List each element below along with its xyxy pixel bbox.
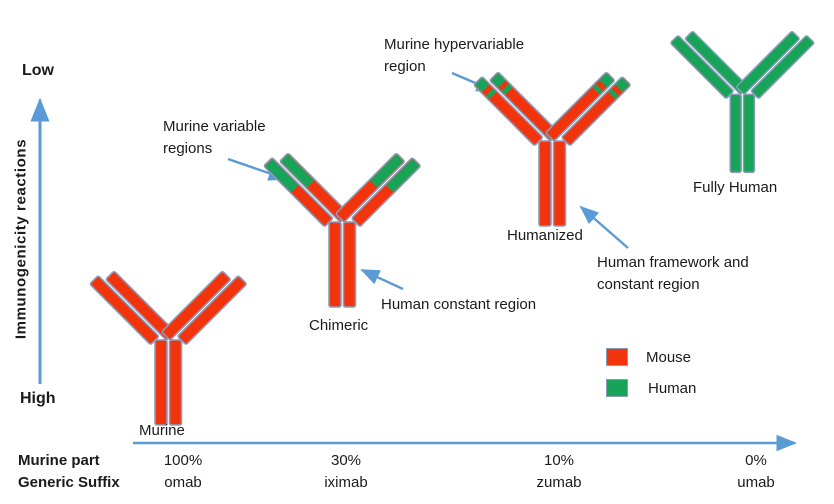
legend-human-label: Human (648, 379, 697, 397)
murine-part-value: 0% (745, 452, 767, 469)
generic-suffix-row-label: Generic Suffix (18, 474, 120, 491)
fully-human-stem-bar (729, 93, 742, 174)
annotation-human-framework: Human framework and constant region (597, 254, 749, 293)
chimeric-stem-bar (342, 221, 357, 308)
legend-mouse-label: Mouse (646, 348, 692, 366)
human-framework-annotation-arrow (579, 205, 629, 249)
chimeric-left-arm (263, 152, 349, 227)
generic-suffix-value: omab (164, 474, 202, 491)
humanized-antibody-figure (473, 71, 631, 227)
murine-label: Murine (139, 422, 185, 439)
fully-human-stem-bar (742, 93, 756, 174)
annotation-human-constant: Human constant region (381, 296, 537, 313)
murine-right-arm (161, 270, 247, 345)
y-axis-low-label: Low (22, 62, 54, 79)
chimeric-stem-bar (328, 221, 342, 308)
generic-suffix-value: umab (737, 474, 775, 491)
humanized-stem-bar (538, 140, 552, 227)
annotation-murine-hypervariable: Murine hypervariable region (384, 36, 525, 75)
humanized-left-arm (473, 71, 559, 146)
legend-row-human: Human (606, 379, 696, 397)
fully-human-right-arm (736, 30, 815, 99)
fully-human-antibody-figure (670, 30, 815, 174)
annotation-murine-variable: Murine variable regions (163, 118, 266, 157)
human-constant-annotation-arrow (360, 268, 404, 291)
murine-stem-bar (168, 339, 183, 426)
y-axis-high-label: High (20, 390, 56, 407)
chimeric-right-arm (335, 152, 421, 227)
generic-suffix-value: iximab (324, 474, 368, 491)
legend-row-mouse: Mouse (606, 348, 696, 366)
chimeric-antibody-figure (263, 152, 421, 308)
murine-part-row-label: Murine part (18, 452, 100, 469)
generic-suffix-value: zumab (536, 474, 582, 491)
murine-stem-bar (154, 339, 168, 426)
humanized-label: Humanized (507, 227, 583, 244)
murine-antibody-figure (89, 270, 247, 426)
murine-part-value: 30% (330, 452, 362, 469)
human-color-swatch (606, 379, 628, 397)
humanized-stem-bar (552, 140, 567, 227)
murine-part-value: 100% (163, 452, 203, 469)
murine-part-value: 10% (543, 452, 575, 469)
legend: Mouse Human (606, 348, 696, 397)
murine-left-arm (89, 270, 175, 345)
chimeric-label: Chimeric (309, 317, 369, 334)
y-axis-title: Immunogenicity reactions (12, 138, 30, 340)
fully-human-left-arm (670, 30, 749, 99)
mouse-color-swatch (606, 348, 628, 366)
fully-human-label: Fully Human (693, 179, 778, 196)
humanized-right-arm (545, 71, 631, 146)
